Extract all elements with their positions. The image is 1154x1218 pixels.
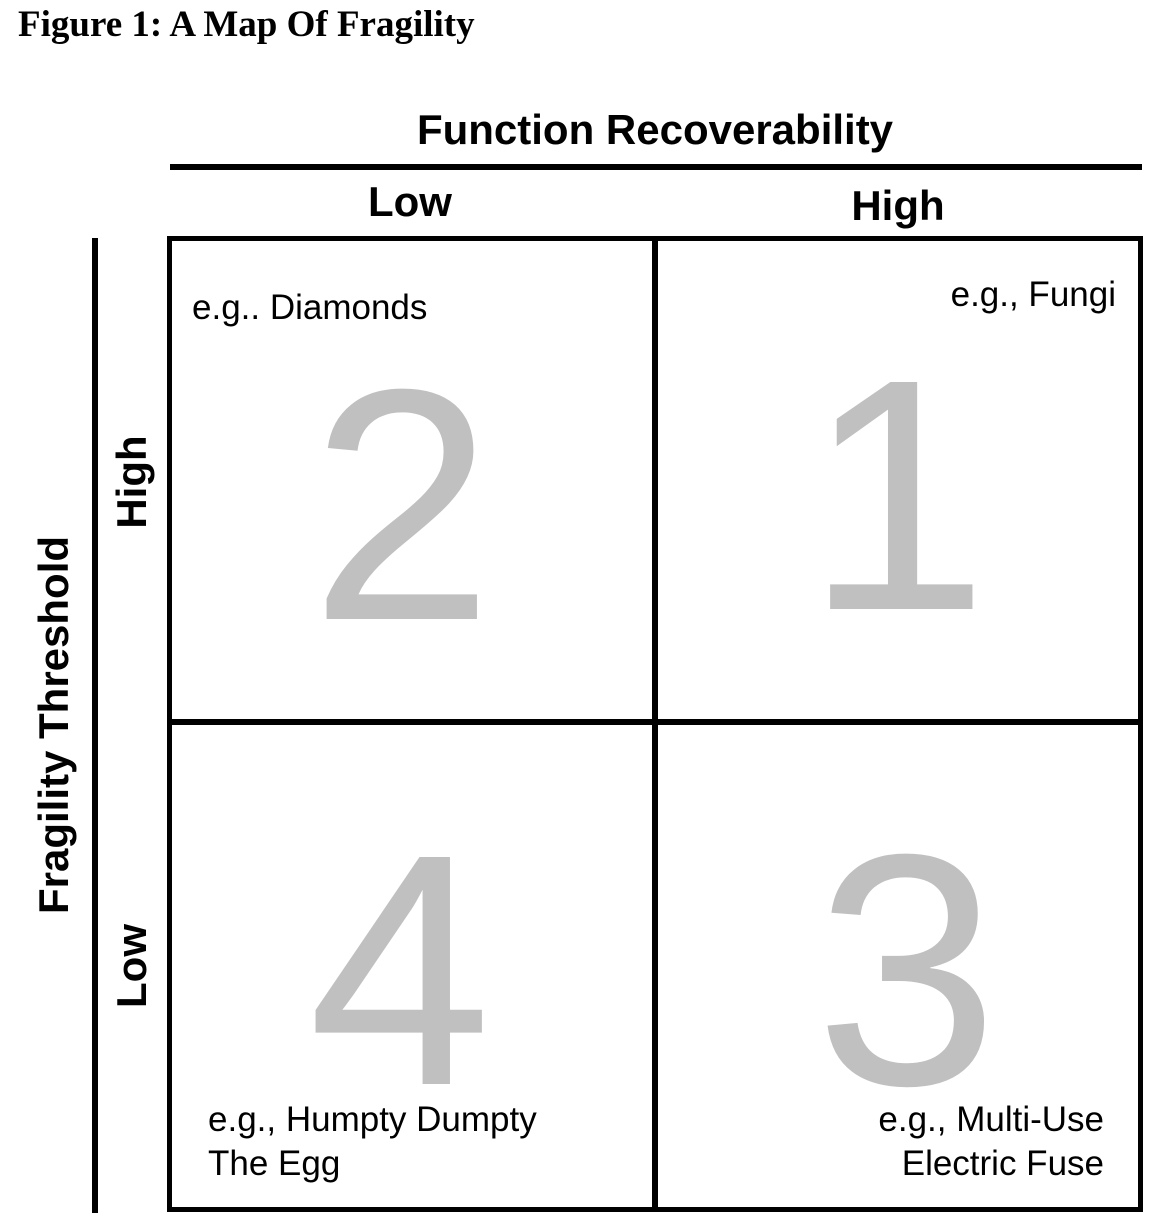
quadrant-example-bottom-right-line2: Electric Fuse	[901, 1144, 1104, 1183]
quadrant-example-bottom-right-line1: e.g., Multi-Use	[878, 1100, 1104, 1139]
quadrant-example-top-left: e.g.. Diamonds	[192, 288, 428, 327]
quadrant-example-top-right: e.g., Fungi	[950, 275, 1116, 314]
row-label-high: High	[108, 435, 155, 529]
x-axis-rule	[170, 164, 1142, 170]
row-label-low: Low	[108, 924, 155, 1008]
quadrant-number-top-right: 1	[805, 310, 989, 679]
y-axis-title: Fragility Threshold	[30, 535, 77, 915]
quadrant-example-bottom-left-line1: e.g., Humpty Dumpty	[208, 1100, 537, 1139]
column-label-high: High	[851, 182, 945, 229]
figure-title: Figure 1: A Map Of Fragility	[18, 4, 475, 45]
column-label-low: Low	[368, 178, 452, 225]
quadrant-example-bottom-right: e.g., Multi-Use Electric Fuse	[878, 1098, 1104, 1186]
quadrant-number-top-left: 2	[310, 320, 494, 689]
quadrant-example-bottom-left-line2: The Egg	[208, 1144, 341, 1183]
quadrant-example-bottom-left: e.g., Humpty Dumpty The Egg	[208, 1098, 537, 1186]
quadrant-number-bottom-left: 4	[308, 785, 492, 1154]
grid-horizontal-divider	[167, 719, 1143, 725]
y-axis-rule	[92, 238, 98, 1213]
quadrant-number-bottom-right: 3	[815, 785, 999, 1154]
x-axis-title: Function Recoverability	[416, 106, 894, 153]
